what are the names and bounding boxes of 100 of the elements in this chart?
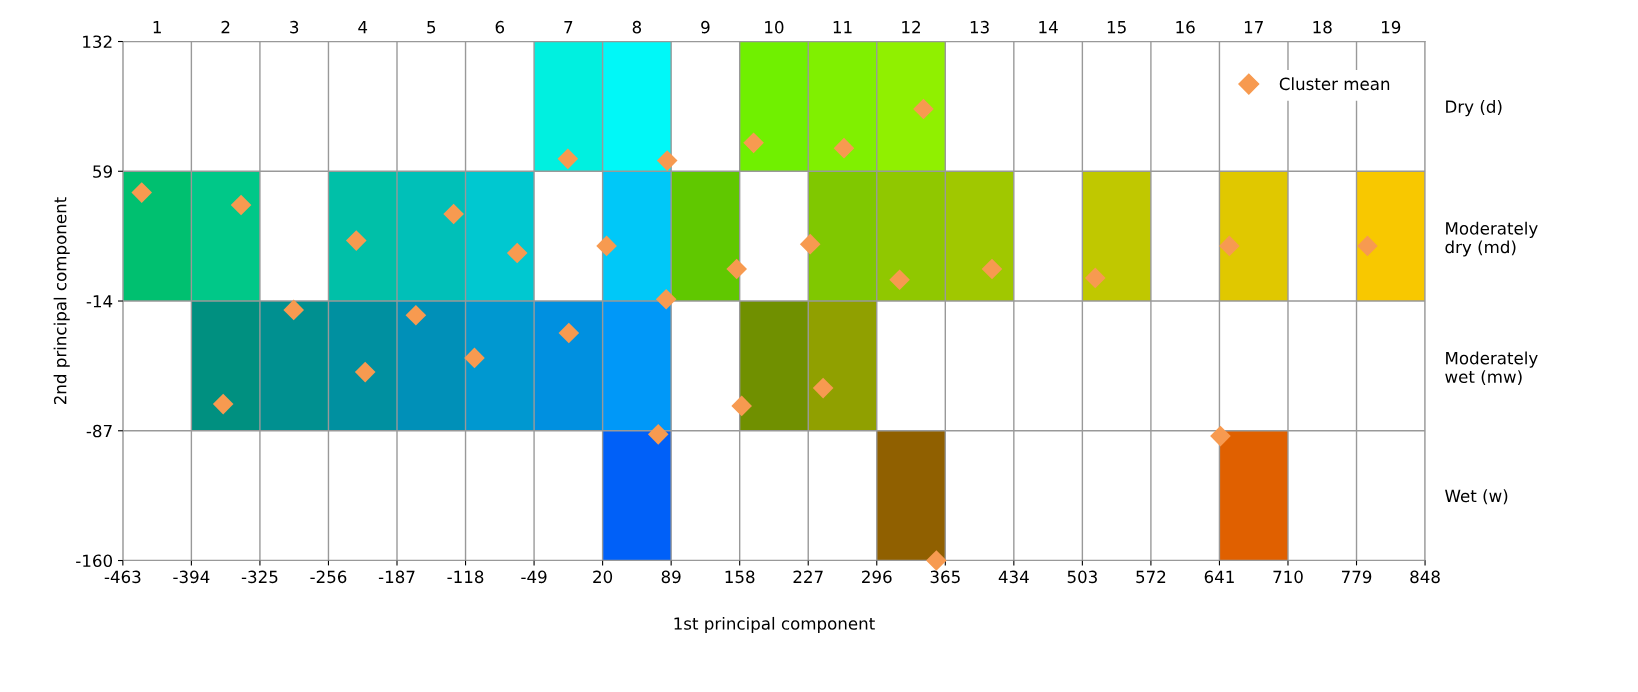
y-tick-label: 59	[93, 165, 112, 178]
point	[799, 233, 821, 255]
point	[354, 361, 376, 383]
point	[981, 258, 1003, 280]
category-label: Wet (w)	[1445, 489, 1508, 505]
bar	[876, 171, 946, 302]
bar	[122, 171, 192, 302]
point	[913, 98, 934, 120]
point	[743, 132, 764, 154]
bar	[534, 301, 603, 431]
x-tick-label: -256	[310, 570, 347, 584]
category-label: Moderately dry (md)	[1445, 221, 1538, 257]
x-tick-label: -463	[104, 570, 141, 584]
bar	[465, 171, 535, 302]
point	[596, 235, 617, 257]
point	[647, 424, 669, 445]
x-axis-title: 1st principal component	[674, 616, 875, 634]
x-tick-label: 158	[725, 570, 755, 584]
point	[1219, 235, 1240, 257]
point	[889, 269, 910, 290]
bar	[191, 301, 260, 431]
bar	[191, 171, 260, 302]
x-tick-label: 572	[1136, 570, 1166, 584]
category-label: Dry (d)	[1446, 100, 1502, 117]
bar	[808, 41, 877, 172]
x-tick-label: 365	[930, 570, 960, 584]
x2-tick-label: 12	[902, 20, 920, 34]
bar	[1219, 430, 1288, 561]
x2-tick-label: 7	[564, 21, 573, 34]
bar	[534, 41, 603, 172]
x-tick-label: -187	[378, 570, 415, 584]
point	[1084, 267, 1106, 289]
point	[833, 137, 855, 159]
point	[443, 203, 464, 225]
x2-tick-label: 1	[153, 21, 161, 34]
x2-tick-label: 4	[358, 21, 368, 34]
x-tick-label: 710	[1273, 570, 1303, 584]
bar	[465, 301, 535, 431]
x-tick-label: 89	[661, 570, 681, 584]
x2-tick-label: 5	[427, 21, 436, 34]
y-tick-label: -14	[86, 295, 113, 308]
bar	[397, 301, 466, 431]
x-tick-label: 227	[793, 570, 823, 583]
point	[731, 395, 752, 417]
x2-tick-label: 18	[1313, 20, 1332, 34]
bar	[739, 41, 809, 172]
point	[464, 347, 485, 369]
x-tick-label: 779	[1341, 570, 1372, 584]
x-tick-label: -394	[173, 570, 210, 584]
x-tick-label: 434	[998, 570, 1029, 584]
bar	[602, 301, 672, 431]
x2-tick-label: 11	[833, 21, 852, 34]
y-tick-label: 132	[83, 35, 112, 49]
x-tick-label: 20	[593, 570, 613, 584]
point	[230, 194, 252, 216]
x2-tick-label: 14	[1039, 21, 1058, 34]
bar	[739, 301, 809, 431]
bar	[259, 301, 329, 431]
point	[1210, 425, 1231, 447]
point	[283, 299, 304, 321]
bar	[808, 301, 877, 431]
x2-tick-label: 10	[765, 20, 784, 34]
y-axis-title: 2nd principal component	[53, 197, 70, 405]
x2-tick-label: 19	[1382, 20, 1401, 34]
x-tick-label: 503	[1067, 570, 1097, 584]
point	[345, 230, 367, 251]
category-label: Moderately wet (mw)	[1445, 351, 1538, 386]
bar	[876, 430, 946, 561]
bar	[1356, 171, 1426, 302]
x-tick-label: -325	[241, 570, 278, 584]
bar	[876, 41, 946, 172]
y-tick-label: -160	[76, 554, 113, 568]
point	[506, 242, 528, 264]
point	[558, 322, 580, 344]
bar	[1082, 171, 1151, 302]
bar	[602, 171, 672, 302]
bar	[397, 171, 466, 302]
x2-tick-label: 2	[221, 20, 230, 34]
x2-tick-label: 16	[1176, 20, 1195, 34]
x2-tick-label: 13	[970, 20, 989, 34]
point	[131, 182, 153, 203]
bar	[328, 171, 397, 302]
x2-tick-label: 3	[290, 20, 299, 34]
bar	[671, 171, 740, 302]
x2-tick-label: 8	[632, 20, 642, 34]
x2-tick-label: 17	[1244, 21, 1263, 34]
x-tick-label: -49	[521, 570, 547, 584]
bar	[808, 171, 877, 302]
point	[405, 304, 427, 326]
x-tick-label: 848	[1410, 570, 1440, 584]
x-tick-label: 641	[1204, 570, 1234, 584]
point	[726, 258, 748, 280]
x2-tick-label: 9	[701, 20, 710, 34]
bar	[602, 430, 672, 561]
y-tick-label: -87	[86, 424, 112, 438]
bar	[945, 171, 1014, 302]
x-tick-label: 296	[862, 570, 892, 584]
point	[926, 550, 947, 571]
point	[656, 150, 678, 171]
x2-tick-label: 15	[1107, 21, 1126, 34]
